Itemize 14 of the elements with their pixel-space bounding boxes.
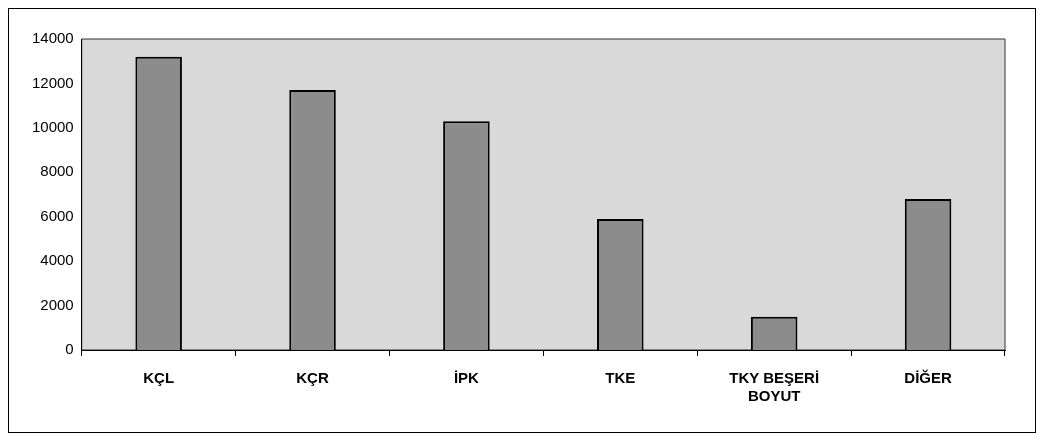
y-tick-label: 6000: [40, 206, 74, 224]
x-tick-label: TKE: [605, 369, 636, 387]
x-tick-label: KÇR: [296, 369, 329, 387]
y-tick-label: 10000: [31, 118, 74, 135]
x-tick-label: İPK: [453, 369, 480, 387]
y-tick-label: 0: [65, 340, 74, 358]
y-tick-label: 8000: [40, 162, 74, 180]
x-tick-label: TKY BEŞERİ BOYUT: [729, 369, 820, 405]
y-tick-label: 2000: [40, 295, 74, 313]
y-tick-label: 12000: [31, 73, 74, 91]
x-tick-label: DİĞER: [904, 369, 952, 387]
y-tick-label: 4000: [40, 251, 74, 269]
x-tick-label: KÇL: [143, 369, 175, 387]
y-tick-label: 14000: [31, 29, 74, 47]
